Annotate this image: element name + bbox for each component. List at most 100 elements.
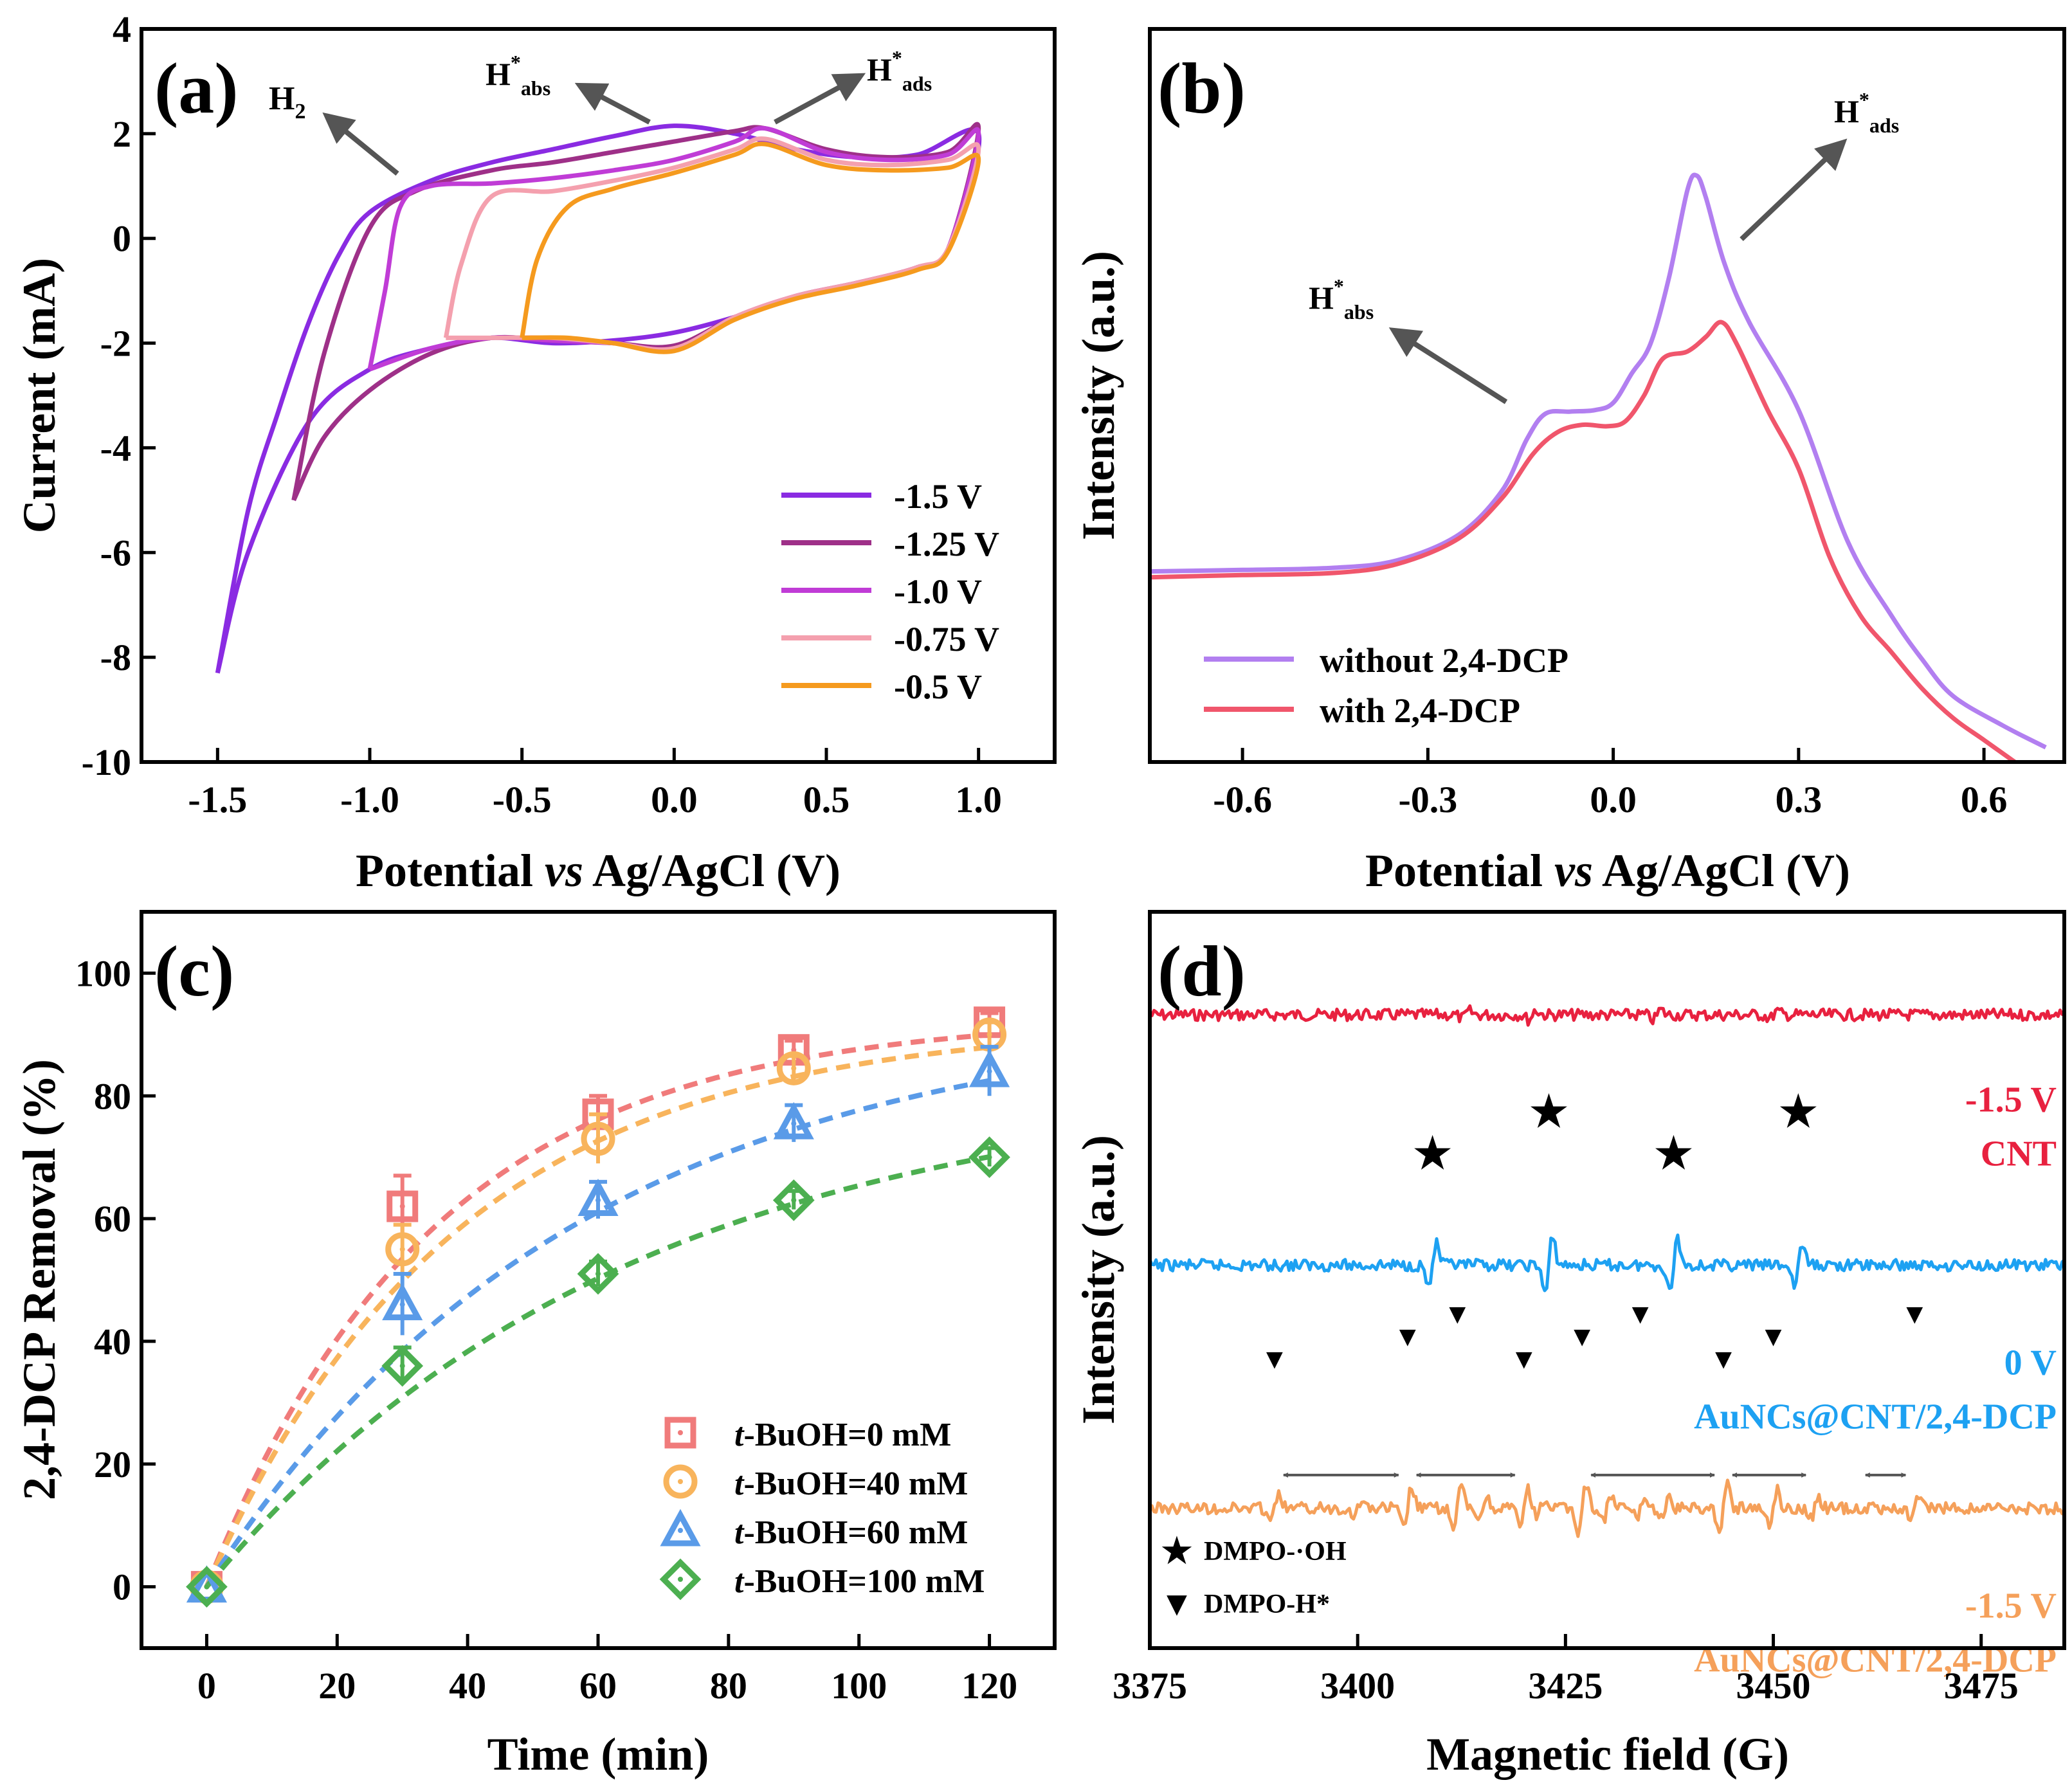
arrow-habs	[574, 82, 651, 125]
triangle-marker: ▼	[1510, 1343, 1538, 1375]
panel-a-label: (a)	[154, 49, 239, 129]
cv-curve-4	[520, 141, 981, 354]
legend-label-0: -1.5 V	[894, 477, 982, 516]
data-point-0-1-center	[399, 1204, 405, 1209]
y-tick-label: 0	[113, 218, 131, 260]
panel-a-xlabel: Potential vs Ag/AgCl (V)	[356, 845, 841, 896]
lsv-curve-0	[1149, 172, 2047, 750]
epr-spectrum-au0	[1148, 1233, 2066, 1293]
data-point-3-3-center	[791, 1197, 797, 1203]
triangle-marker: ▼	[1394, 1321, 1422, 1352]
legend-label-1: DMPO-H*	[1204, 1590, 1330, 1619]
data-point-3-0	[186, 1566, 228, 1608]
legend-rest: -BuOH=40 mM	[743, 1465, 968, 1502]
legend-label-3: t-BuOH=100 mM	[734, 1563, 985, 1600]
data-point-3-4-center	[986, 1154, 992, 1160]
data-point-1-3-center	[791, 1066, 797, 1071]
annotation-hads-b: H*ads	[1834, 88, 1899, 137]
panel-b-legend: without 2,4-DCP with 2,4-DCP	[1204, 641, 1568, 730]
legend-marker-1-center	[678, 1479, 683, 1484]
x-tick-label: -1.0	[340, 779, 399, 821]
data-point-1-4-center	[986, 1031, 992, 1037]
legend-marker-2-center	[678, 1528, 683, 1533]
data-point-1-1-center	[399, 1246, 405, 1252]
data-point-3-1	[381, 1345, 424, 1387]
triangle-marker: ▼	[1260, 1343, 1289, 1375]
x-tick-label: -0.6	[1213, 779, 1272, 821]
x-tick-label: -1.5	[188, 779, 247, 821]
data-point-3-1-center	[399, 1363, 405, 1369]
x-tick-label: 80	[710, 1665, 747, 1707]
data-point-2-4	[968, 1049, 1010, 1087]
legend-marker-1	[663, 1464, 698, 1499]
data-point-2-3-center	[791, 1121, 797, 1127]
x-tick-label: 0.0	[1590, 779, 1637, 821]
y-tick-label: 4	[113, 8, 131, 50]
x-tick-label: 0.0	[651, 779, 698, 821]
data-point-0-1	[386, 1190, 419, 1222]
arrow-hads-a	[774, 73, 866, 125]
x-tick-label: 120	[961, 1665, 1017, 1707]
legend-label-2: -1.0 V	[894, 572, 982, 611]
panel-c-label: (c)	[154, 932, 234, 1011]
legend-label-0: t-BuOH=0 mM	[734, 1417, 951, 1453]
legend-label-1: with 2,4-DCP	[1320, 691, 1520, 730]
lsv-curve-1	[1149, 320, 2017, 764]
panel-b-label: (b)	[1158, 49, 1246, 129]
data-point-2-2	[577, 1179, 619, 1216]
x-tick-label: 60	[579, 1665, 617, 1707]
spectrum-label-au15-0: -1.5 V	[1965, 1586, 2057, 1626]
epr-spectrum-cnt	[1149, 1004, 2065, 1027]
panel-d-label: (d)	[1158, 932, 1246, 1011]
triangle-marker: ▼	[1568, 1321, 1596, 1352]
data-point-0-3-center	[791, 1047, 797, 1053]
panel-a-ylabel: Current (mA)	[14, 258, 65, 534]
star-marker: ★	[1530, 1089, 1568, 1136]
x-tick-label: 1.0	[955, 779, 1002, 821]
y-tick-label: -4	[100, 427, 131, 469]
annotation-habs-b: H*abs	[1309, 275, 1374, 323]
arrow-habs-b	[1388, 327, 1508, 404]
legend-italic: t	[734, 1417, 745, 1453]
star-marker: ★	[1655, 1130, 1693, 1177]
y-tick-label: 20	[94, 1444, 131, 1485]
data-point-2-4-center	[986, 1069, 992, 1075]
data-point-2-1-center	[399, 1302, 405, 1307]
panel-a-annotations: H2 H*abs H*ads	[269, 46, 932, 176]
panel-d-xlabel: Magnetic field (G)	[1426, 1728, 1789, 1780]
legend-italic: t	[734, 1563, 745, 1600]
legend-marker-2	[660, 1509, 701, 1547]
fit-curve-2	[204, 1078, 990, 1588]
annotation-hads-a: H*ads	[867, 46, 932, 95]
legend-label-0: DMPO-·OH	[1204, 1537, 1347, 1566]
data-point-2-2-center	[595, 1197, 601, 1203]
panel-c-ylabel: 2,4-DCP Removal (%)	[14, 1059, 65, 1500]
legend-marker-3	[659, 1558, 702, 1601]
spectrum-label-au0-1: AuNCs@CNT/2,4-DCP	[1694, 1397, 2057, 1437]
legend-marker-3-center	[678, 1577, 683, 1582]
panel-a-legend: -1.5 V -1.25 V -1.0 V -0.75 V -0.5 V	[781, 477, 999, 706]
x-tick-label: 0.3	[1776, 779, 1822, 821]
data-point-3-2-center	[595, 1271, 601, 1276]
legend-italic: t	[734, 1514, 745, 1551]
legend-label-4: -0.5 V	[894, 667, 982, 706]
triangle-marker: ▼	[1759, 1321, 1788, 1352]
spectrum-label-cnt-0: -1.5 V	[1965, 1080, 2057, 1120]
panel-b-frame	[1148, 27, 2066, 764]
x-tick-label: 0	[197, 1665, 216, 1707]
legend-rest: -BuOH=0 mM	[743, 1417, 951, 1453]
legend-marker-0-center	[678, 1430, 683, 1435]
legend-rest: -BuOH=60 mM	[743, 1514, 968, 1551]
x-tick-label: 40	[449, 1665, 486, 1707]
triangle-marker: ▼	[1901, 1298, 1929, 1330]
epr-spectrum-au15	[1149, 1478, 2066, 1538]
legend-italic: t	[734, 1465, 745, 1502]
legend-label-0: without 2,4-DCP	[1320, 641, 1568, 680]
x-tick-label: 3450	[1736, 1665, 1811, 1707]
data-point-3-2	[577, 1253, 619, 1295]
data-point-2-3	[773, 1102, 814, 1139]
